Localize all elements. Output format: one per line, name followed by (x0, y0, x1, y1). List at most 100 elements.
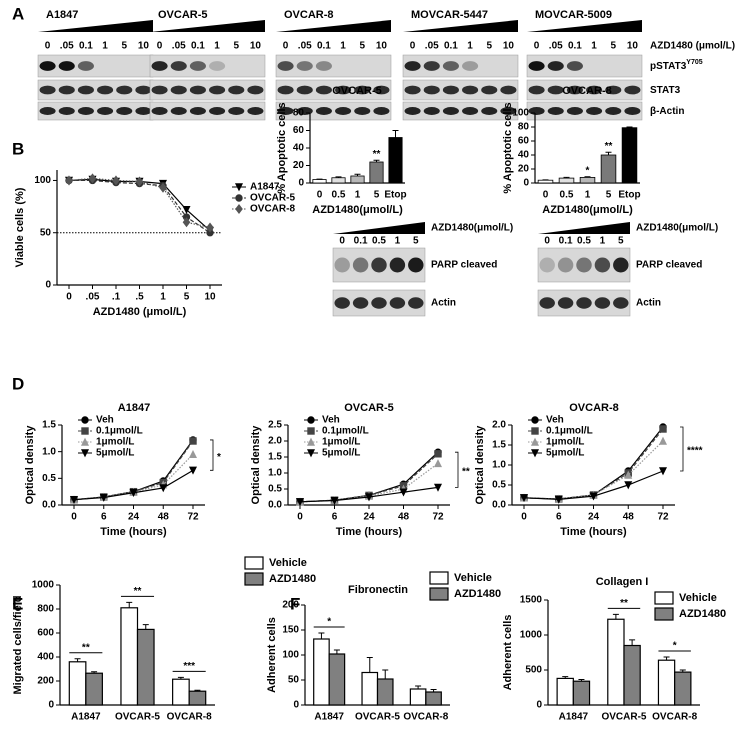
error-bar (142, 624, 149, 630)
marker (624, 470, 633, 479)
blot-band (352, 257, 369, 273)
blot-band (442, 107, 459, 115)
marker (624, 481, 633, 490)
dose-label: 0.5 (577, 236, 591, 247)
y-axis-label: Viable cells (%) (14, 187, 26, 267)
significance-bracket (455, 451, 459, 488)
blot-band (373, 85, 390, 95)
bar (350, 175, 365, 184)
dose-label: .05 (60, 41, 74, 52)
blot-band (605, 107, 622, 115)
y-tick-label: 100 (282, 650, 299, 661)
legend-marker (307, 416, 315, 424)
y-tick-label: 0 (48, 700, 54, 711)
blot-row-label: PARP cleaved (431, 260, 497, 271)
x-tick-label: 0 (543, 190, 549, 201)
panel-label: D (12, 374, 24, 393)
chart-title: OVCAR-5 (344, 402, 394, 414)
x-tick-label: 72 (657, 512, 669, 523)
y-tick-label: 400 (37, 652, 54, 663)
y-tick-label: 0 (536, 700, 542, 711)
x-tick-label: 0 (521, 512, 527, 523)
marker (88, 173, 97, 184)
blot-strip (402, 101, 519, 121)
x-axis-label: Time (hours) (560, 526, 627, 538)
blot-band (151, 85, 168, 95)
x-tick-label: 5 (374, 190, 380, 201)
legend-marker (235, 203, 243, 215)
x-tick-label: OVCAR-5 (115, 712, 160, 723)
legend-marker (530, 449, 540, 458)
x-tick-label: Etop (384, 190, 406, 201)
legend-label: 5μmol/L (546, 448, 584, 459)
blot-band (624, 107, 641, 115)
y-tick-label: 0 (523, 178, 529, 189)
x-axis-label: AZD1480(μmol/L) (542, 204, 633, 216)
x-tick-label: Etop (618, 190, 640, 201)
dose-label: 1 (214, 41, 220, 52)
x-tick-label: A1847 (71, 712, 101, 723)
x-tick-label: 6 (332, 512, 338, 523)
blot-band (442, 85, 459, 95)
cell-line: MOVCAR-5447 (411, 9, 488, 21)
x-tick-label: 0.5 (332, 190, 346, 201)
bar (572, 680, 591, 706)
marker (129, 489, 138, 498)
blot-band (335, 107, 352, 115)
dose-label: 0.1 (568, 41, 582, 52)
panel-label: B (12, 139, 24, 158)
legend-label: A1847 (250, 182, 280, 193)
x-tick-label: A1847 (314, 712, 344, 723)
x-tick-label: 0 (71, 512, 77, 523)
y-tick-label: 0.5 (268, 484, 282, 495)
error-bar (318, 632, 325, 639)
blot-band (462, 85, 479, 95)
blot-band (586, 85, 603, 95)
significance: ** (620, 598, 628, 609)
blot-band (566, 85, 583, 95)
chart-title: OVCAR-8 (569, 402, 619, 414)
x-axis-label: AZD1480 (μmol/L) (93, 306, 187, 318)
blot-strip (275, 54, 392, 78)
blot-band (189, 61, 206, 71)
legend-marker (234, 183, 244, 192)
x-tick-label: OVCAR-5 (601, 712, 646, 723)
blot-band (354, 85, 371, 95)
x-tick-label: 1 (160, 292, 166, 303)
marker (658, 436, 668, 445)
legend-marker (307, 427, 315, 435)
legend-marker (80, 449, 90, 458)
error-bar (626, 126, 633, 128)
dose-label: 5 (486, 41, 492, 52)
y-tick-label: 1.5 (492, 440, 506, 451)
blot-band (296, 61, 313, 71)
blot-band (135, 107, 152, 115)
error-bar (126, 601, 133, 608)
dose-label: 0 (157, 41, 163, 52)
x-tick-label: 0 (297, 512, 303, 523)
marker (99, 493, 108, 502)
dose-label: .05 (172, 41, 186, 52)
marker (434, 450, 442, 458)
blot-row-label: β-Actin (650, 106, 684, 117)
y-tick-label: 60 (518, 136, 530, 147)
error-bar (194, 689, 201, 692)
x-axis-label: Time (hours) (100, 526, 167, 538)
blot-band (315, 107, 332, 115)
dose-label: 5 (233, 41, 239, 52)
legend-swatch (654, 607, 674, 621)
x-tick-label: .05 (86, 292, 100, 303)
bar (328, 653, 346, 706)
error-bar (415, 685, 422, 689)
y-axis-label: Migrated cells/field (12, 595, 24, 694)
blot-band (624, 85, 641, 95)
blot-band (58, 85, 75, 95)
dose-label: 1 (591, 41, 597, 52)
bar (376, 678, 394, 706)
blot-band (539, 297, 555, 309)
y-tick-label: 40 (518, 150, 530, 161)
x-tick-label: 6 (101, 512, 107, 523)
y-tick-label: 50 (288, 675, 300, 686)
y-tick-label: 80 (293, 108, 305, 119)
dose-label: 10 (627, 41, 639, 52)
